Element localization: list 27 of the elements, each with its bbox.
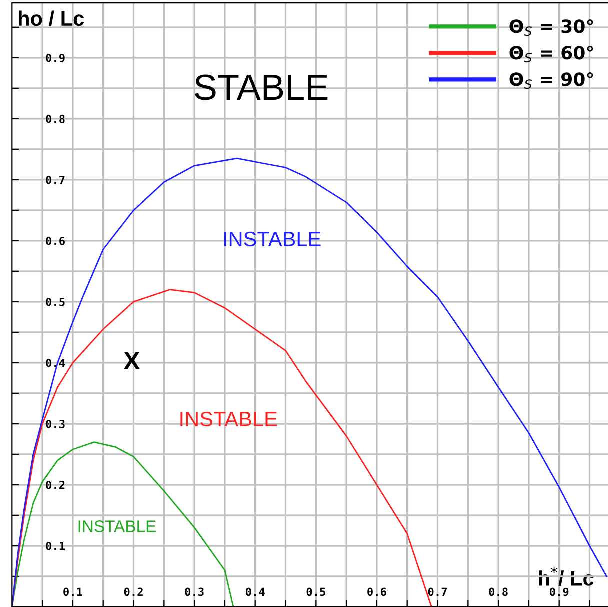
y-tick-label: 0.7 <box>46 176 65 184</box>
x-tick-label: 0.3 <box>185 588 204 596</box>
annotation: INSTABLE <box>180 412 278 427</box>
x-tick-label: 0.2 <box>124 588 143 596</box>
y-tick-label: 0.6 <box>46 236 65 246</box>
y-axis-title: ho / Lc <box>18 10 84 26</box>
legend-label: Θ$_{S}$ = 60° <box>510 46 594 63</box>
x-tick-label: 0.1 <box>64 588 82 596</box>
x-tick-label: 0.7 <box>428 588 447 596</box>
legend-label: Θ$_{S}$ = 90° <box>510 72 594 90</box>
y-tick-label: 0.5 <box>46 298 65 306</box>
line-series <box>12 442 234 607</box>
y-tick-label: 0.2 <box>46 480 65 490</box>
annotation: INSTABLE <box>78 520 156 532</box>
y-tick-label: 0.8 <box>46 114 65 124</box>
y-tick-label: 0.3 <box>46 420 65 428</box>
annotation: STABLE <box>195 74 328 100</box>
x-tick-label: 0.5 <box>306 588 326 596</box>
x-tick-label: 0.6 <box>368 588 386 596</box>
x-tick-label: 0.8 <box>489 588 508 596</box>
x-tick-label: 0.4 <box>246 588 265 596</box>
y-tick-label: 0.1 <box>46 542 66 550</box>
y-tick-label: 0.9 <box>46 54 65 62</box>
x-tick-label: 0.9 <box>550 588 569 596</box>
annotation: INSTABLE <box>224 232 321 247</box>
annotation: X <box>124 352 140 370</box>
legend-label: Θ$_{S}$ = 30° <box>510 19 594 36</box>
